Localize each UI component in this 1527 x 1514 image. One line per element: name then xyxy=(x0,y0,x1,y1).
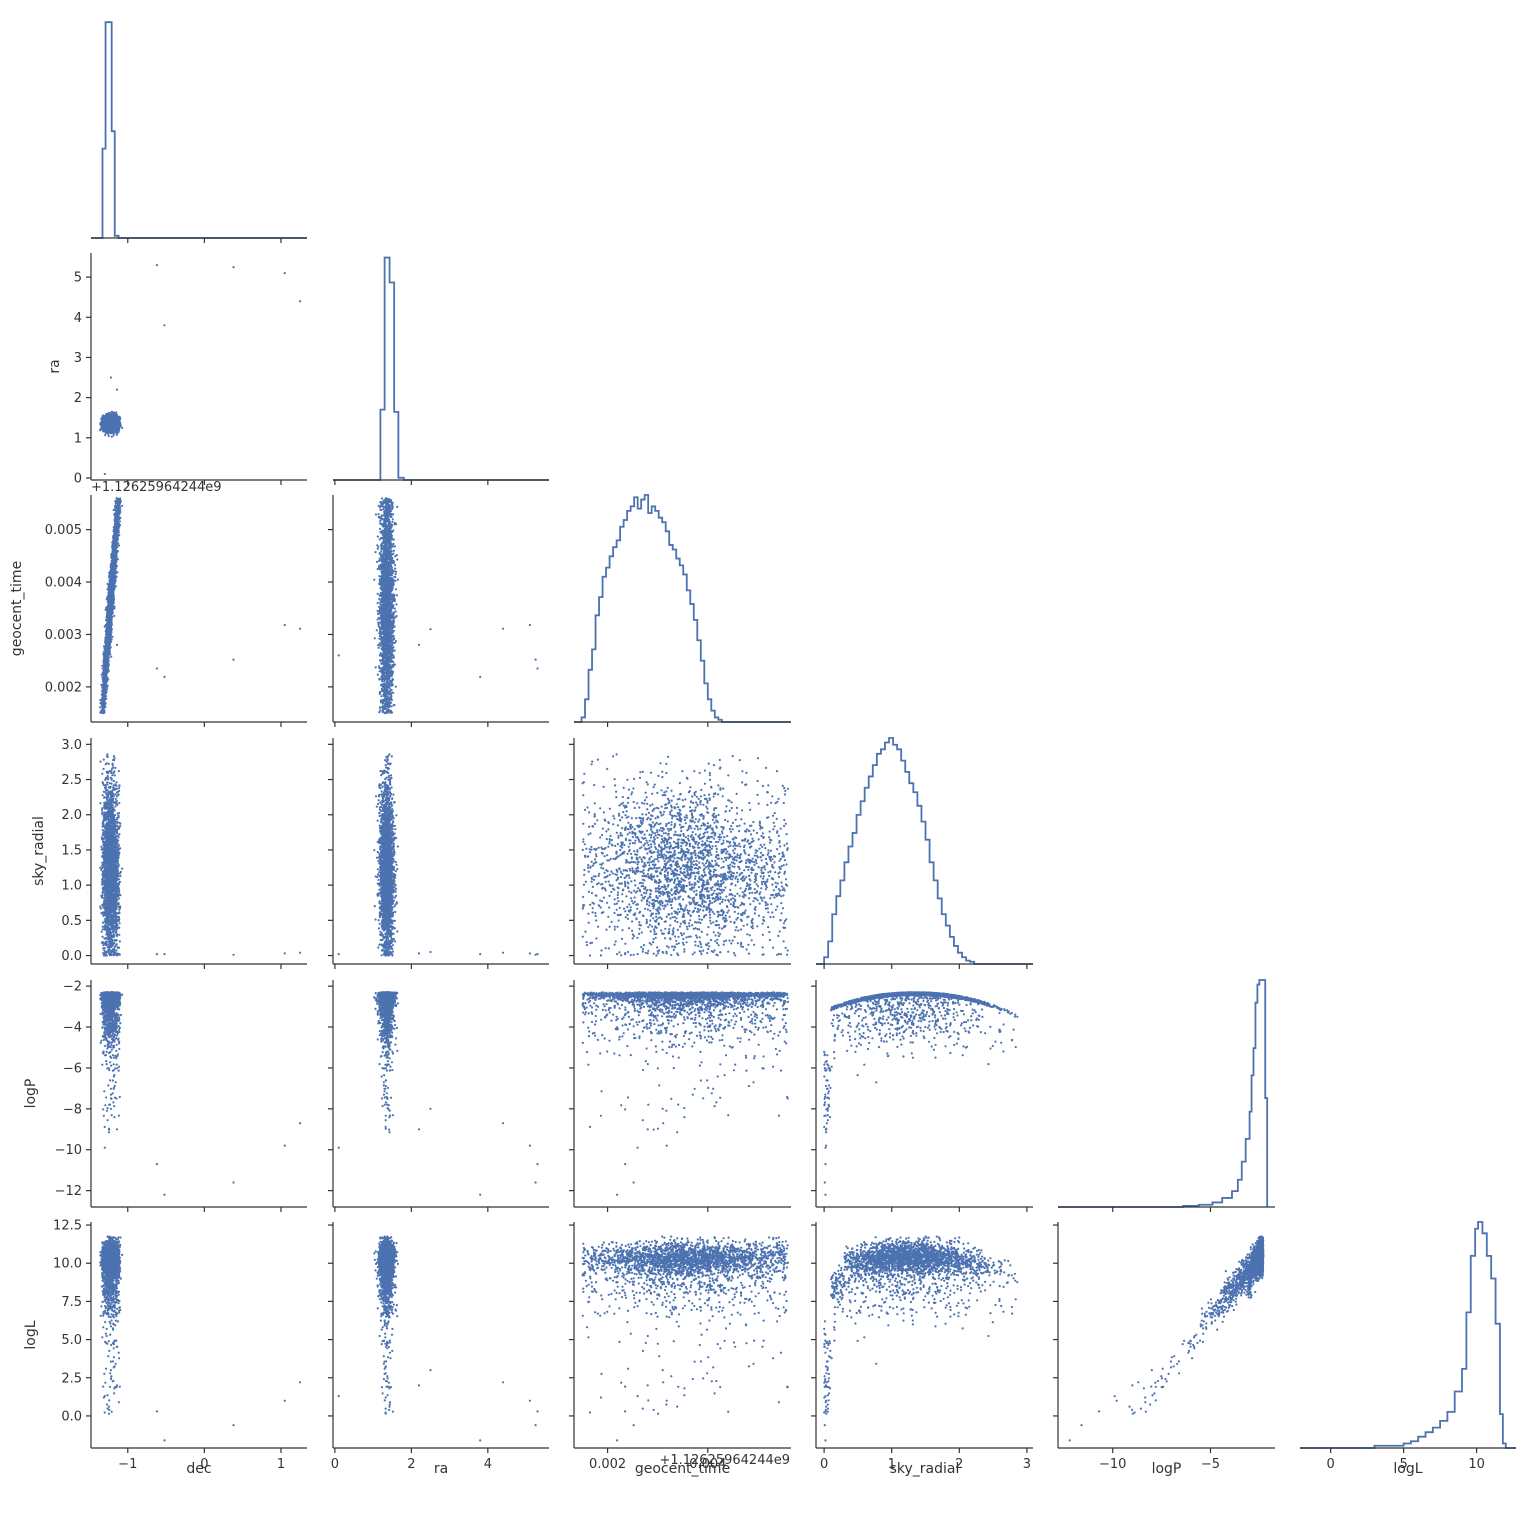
sample-point xyxy=(101,693,104,696)
sample-point xyxy=(113,525,116,528)
sample-point xyxy=(104,434,107,437)
sample-point xyxy=(99,711,102,714)
sample-point xyxy=(299,300,302,303)
sample-point xyxy=(114,430,117,433)
sample-point xyxy=(113,424,116,427)
sample-point xyxy=(117,499,121,502)
sample-point xyxy=(105,414,108,417)
sample-point xyxy=(119,424,122,427)
sample-point xyxy=(115,432,118,435)
sample-point xyxy=(109,376,112,379)
panel-dec-vs-dec xyxy=(91,21,307,243)
sample-point xyxy=(115,497,118,500)
sample-point xyxy=(109,427,112,430)
histogram-dec xyxy=(91,21,307,239)
histogram-ra xyxy=(333,256,549,481)
sample-point xyxy=(108,418,111,421)
sample-point xyxy=(101,422,104,425)
panel-ra-vs-dec: 0 1 2 3 4 5 xyxy=(74,253,307,486)
sample-point xyxy=(113,518,117,521)
sample-point xyxy=(101,709,104,712)
sample-point xyxy=(101,683,104,686)
sample-point xyxy=(114,569,117,572)
y-tick-label: 4 xyxy=(74,311,82,326)
y-tick-label: 1 xyxy=(74,431,82,446)
sample-point xyxy=(106,684,109,687)
sample-point xyxy=(104,417,107,420)
sample-point xyxy=(108,424,111,427)
y-tick-label: 3 xyxy=(74,351,82,366)
sample-point xyxy=(163,324,166,327)
sample-point xyxy=(107,434,110,438)
y-tick-label: 5 xyxy=(74,271,82,286)
sample-point xyxy=(117,420,120,423)
sample-point xyxy=(103,692,107,695)
sample-point xyxy=(104,425,107,428)
scatter-ra-vs-dec xyxy=(99,264,302,476)
sample-point xyxy=(101,664,104,667)
sample-point xyxy=(103,423,106,426)
sample-point xyxy=(118,523,121,526)
sample-point xyxy=(110,568,113,571)
sample-point xyxy=(103,688,106,692)
sample-point xyxy=(116,558,119,561)
sample-point xyxy=(112,534,115,537)
sample-point xyxy=(115,388,119,391)
panel-ra-vs-ra xyxy=(333,256,549,485)
sample-point xyxy=(104,647,107,650)
sample-point xyxy=(113,422,116,425)
sample-point xyxy=(118,520,121,523)
sample-point xyxy=(113,419,116,422)
sample-point xyxy=(121,426,124,430)
sample-point xyxy=(116,424,119,428)
sample-point xyxy=(114,585,117,588)
sample-point xyxy=(113,415,116,418)
scatter-geocent_time-vs-dec xyxy=(99,497,302,715)
sample-point xyxy=(111,412,114,415)
sample-point xyxy=(115,411,118,414)
y-tick-label: 2 xyxy=(74,391,82,406)
sample-point xyxy=(106,417,109,420)
y-tick-label: 0 xyxy=(74,471,82,486)
sample-point xyxy=(117,422,120,425)
sample-point xyxy=(118,544,121,547)
sample-point xyxy=(110,410,113,413)
sample-point xyxy=(110,435,113,438)
sample-point xyxy=(100,673,103,676)
sample-point xyxy=(110,417,113,420)
sample-point xyxy=(103,709,106,712)
sample-point xyxy=(108,414,111,417)
sample-point xyxy=(111,425,114,429)
sample-point xyxy=(232,266,235,269)
sample-point xyxy=(102,414,105,417)
sample-point xyxy=(113,527,116,530)
sample-point xyxy=(105,649,108,652)
sample-point xyxy=(99,699,102,702)
sample-point xyxy=(283,272,286,275)
sample-point xyxy=(121,504,124,507)
sample-point xyxy=(112,508,115,512)
sample-point xyxy=(109,420,112,423)
sample-point xyxy=(112,434,115,437)
sample-point xyxy=(111,546,114,549)
sample-point xyxy=(106,422,109,425)
sample-point xyxy=(116,416,119,419)
sample-point xyxy=(116,428,119,431)
sample-point xyxy=(103,472,106,476)
sample-point xyxy=(115,528,118,531)
sample-point xyxy=(101,426,104,429)
sample-point xyxy=(106,678,109,681)
sample-point xyxy=(119,500,122,503)
sample-point xyxy=(104,656,107,660)
sample-point xyxy=(116,571,119,574)
sample-point xyxy=(155,264,158,267)
plot-root: 0123450.0020.0030.0040.0050.00.51.01.52.… xyxy=(9,21,1516,1477)
sample-point xyxy=(113,614,116,618)
sample-point xyxy=(110,655,113,658)
sample-point xyxy=(102,419,105,422)
sample-point xyxy=(99,706,102,709)
